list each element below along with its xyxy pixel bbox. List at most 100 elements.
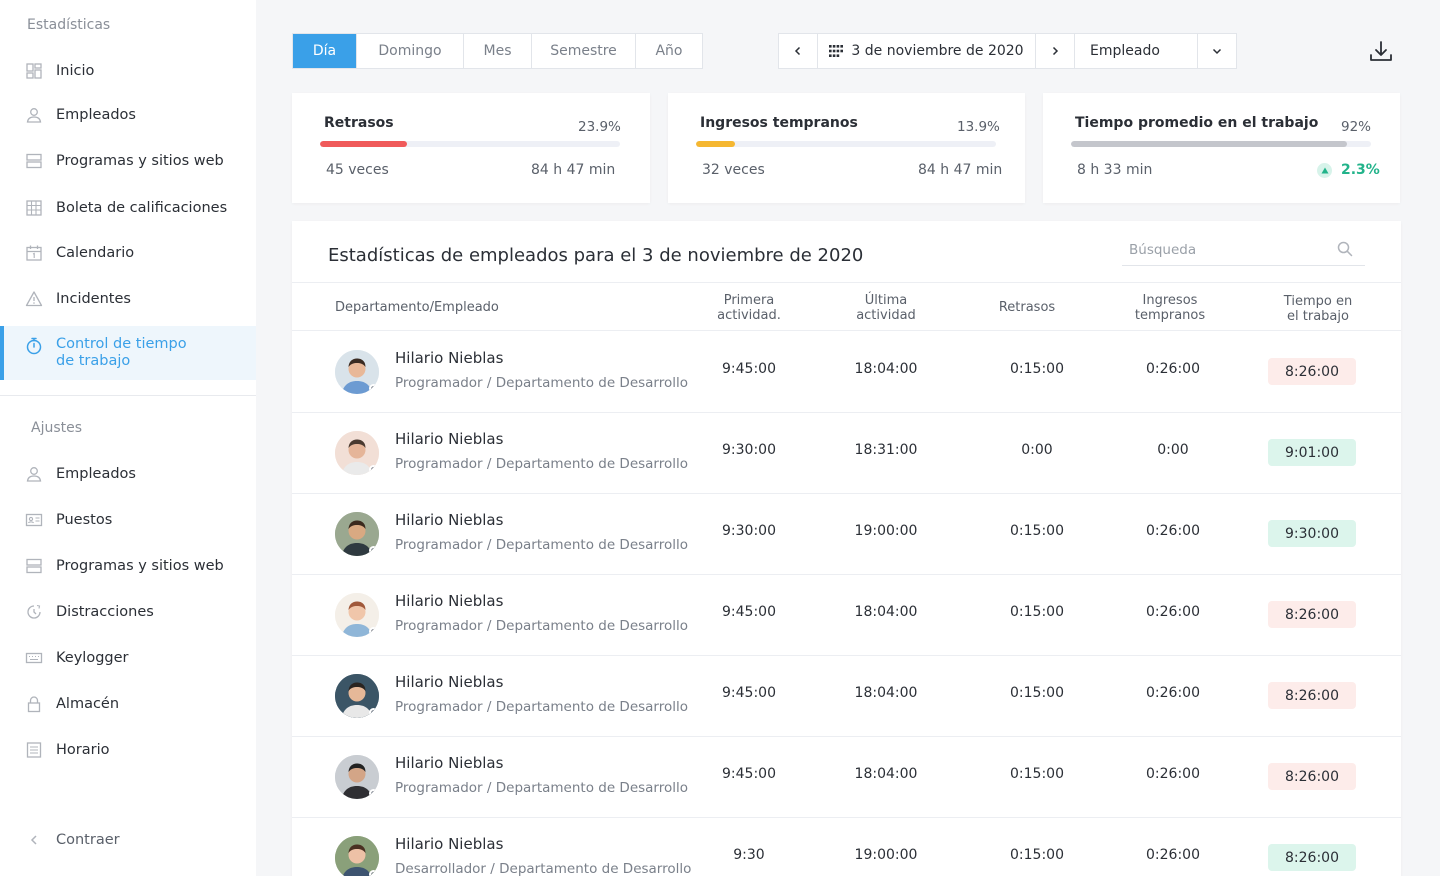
status-dot	[369, 627, 378, 636]
employee-stats-panel: Estadísticas de empleados para el 3 de n…	[292, 221, 1401, 876]
status-dot	[369, 789, 378, 798]
sidebar-item-programas-y-sitios-web[interactable]: Programas y sitios web	[0, 546, 256, 586]
sidebar-item-almacen[interactable]: Almacén	[0, 684, 256, 724]
first-activity: 9:30	[733, 847, 765, 863]
table-row[interactable]: Hilario Nieblas Programador / Departament…	[292, 332, 1401, 413]
column-header-ultima-actividad[interactable]: Última actividad	[856, 293, 916, 323]
early-time: 0:00	[1157, 442, 1189, 458]
table-row[interactable]: Hilario Nieblas Programador / Departament…	[292, 656, 1401, 737]
avatar[interactable]	[335, 674, 379, 718]
card-percent: 92%	[1341, 119, 1372, 135]
sidebar-item-label: Inicio	[56, 63, 95, 79]
sidebar-item-label: Programas y sitios web	[56, 558, 224, 574]
card-count: 45 veces	[326, 162, 389, 178]
stat-card-retrasos: Retrasos 23.9% 45 veces 84 h 47 min	[292, 93, 650, 203]
employee-select[interactable]: Empleado	[1075, 34, 1198, 68]
sidebar-item-label: Empleados	[56, 466, 136, 482]
tab-mes[interactable]: Mes	[464, 34, 532, 68]
tab-domingo[interactable]: Domingo	[357, 34, 464, 68]
clock-icon	[24, 602, 44, 622]
employee-dropdown-button[interactable]	[1198, 34, 1236, 68]
tab-dia[interactable]: Día	[293, 34, 357, 68]
late-time: 0:15:00	[1010, 766, 1064, 782]
tab-ano[interactable]: Año	[655, 43, 683, 59]
column-header-tiempo-en-el-trabajo[interactable]: Tiempo en el trabajo	[1283, 294, 1353, 324]
chevron-right-icon	[1052, 46, 1059, 56]
employee-name[interactable]: Hilario Nieblas	[395, 835, 504, 853]
sidebar-item-label: Almacén	[56, 696, 120, 712]
chevron-left-icon	[794, 46, 801, 56]
sidebar-item-incidentes[interactable]: Incidentes	[0, 279, 256, 319]
avatar[interactable]	[335, 350, 379, 394]
early-time: 0:26:00	[1146, 523, 1200, 539]
card-progress-fill	[1071, 141, 1347, 147]
column-header-departamento-empleado[interactable]: Departamento/Empleado	[335, 300, 499, 315]
sidebar-item-boleta-de-calificaciones[interactable]: Boleta de calificaciones	[0, 188, 256, 228]
tab-semestre[interactable]: Semestre	[532, 34, 636, 68]
avatar-image	[335, 350, 379, 394]
avatar[interactable]	[335, 512, 379, 556]
table-row[interactable]: Hilario Nieblas Programador / Departament…	[292, 575, 1401, 656]
settings-section-title: Ajustes	[31, 420, 83, 436]
time-at-work-badge: 8:26:00	[1268, 844, 1356, 871]
sidebar-item-puestos[interactable]: Puestos	[0, 500, 256, 540]
avatar[interactable]	[335, 431, 379, 475]
time-at-work-badge: 8:26:00	[1268, 682, 1356, 709]
table-row[interactable]: Hilario Nieblas Programador / Departament…	[292, 413, 1401, 494]
column-header-primera-actividad[interactable]: Primera actividad.	[717, 293, 781, 323]
sidebar-item-keylogger[interactable]: Keylogger	[0, 638, 256, 678]
avatar[interactable]	[335, 836, 379, 876]
download-button[interactable]	[1368, 40, 1394, 64]
sidebar-item-empleados[interactable]: Empleados	[0, 95, 256, 135]
warning-icon	[24, 289, 44, 309]
sidebar-item-programas-y-sitios-web[interactable]: Programas y sitios web	[0, 141, 256, 181]
card-duration: 84 h 47 min	[531, 162, 616, 178]
employee-name[interactable]: Hilario Nieblas	[395, 592, 504, 610]
employee-name[interactable]: Hilario Nieblas	[395, 754, 504, 772]
collapse-button[interactable]: Contraer	[0, 820, 256, 860]
sidebar-item-horario[interactable]: Horario	[0, 730, 256, 770]
search-input[interactable]	[1122, 237, 1322, 263]
date-display[interactable]: 3 de noviembre de 2020	[818, 34, 1036, 68]
date-navigator: 3 de noviembre de 2020 Empleado	[778, 33, 1237, 69]
status-dot	[369, 384, 378, 393]
employee-role: Programador / Departamento de Desarrollo	[395, 618, 689, 634]
sidebar-item-empleados[interactable]: Empleados	[0, 454, 256, 494]
time-at-work-badge: 9:30:00	[1268, 520, 1356, 547]
download-icon	[1370, 41, 1392, 61]
employee-role: Programador / Departamento de Desarrollo	[395, 456, 689, 472]
card-progress-track	[320, 141, 620, 147]
sidebar-item-inicio[interactable]: Inicio	[0, 51, 256, 91]
column-header-retrasos[interactable]: Retrasos	[998, 300, 1056, 315]
employee-name[interactable]: Hilario Nieblas	[395, 511, 504, 529]
avatar-image	[335, 836, 379, 876]
avatar[interactable]	[335, 593, 379, 637]
table-row[interactable]: Hilario Nieblas Programador / Departament…	[292, 737, 1401, 818]
late-time: 0:15:00	[1010, 685, 1064, 701]
sidebar-item-control-de-tiempo-de-trabajo[interactable]: Control de tiempo de trabajo	[0, 326, 256, 380]
search-box	[1122, 237, 1365, 266]
table-row[interactable]: Hilario Nieblas Desarrollador / Departame…	[292, 818, 1401, 876]
last-activity: 18:04:00	[854, 361, 918, 377]
employee-name[interactable]: Hilario Nieblas	[395, 430, 504, 448]
avatar[interactable]	[335, 755, 379, 799]
employee-name[interactable]: Hilario Nieblas	[395, 349, 504, 367]
time-at-work-badge: 9:01:00	[1268, 439, 1356, 466]
sidebar: Estadísticas Inicio Empleados Programas y …	[0, 0, 256, 876]
employee-role: Programador / Departamento de Desarrollo	[395, 537, 689, 553]
server-icon	[24, 556, 44, 576]
lock-icon	[24, 694, 44, 714]
next-date-button[interactable]	[1036, 34, 1075, 68]
table-row[interactable]: Hilario Nieblas Programador / Departament…	[292, 494, 1401, 575]
late-time: 0:15:00	[1010, 847, 1064, 863]
sidebar-item-distracciones[interactable]: Distracciones	[0, 592, 256, 632]
column-header-ingresos-tempranos[interactable]: Ingresos tempranos	[1134, 293, 1206, 323]
sidebar-item-calendario[interactable]: Calendario	[0, 233, 256, 273]
late-time: 0:00	[1021, 442, 1053, 458]
prev-date-button[interactable]	[779, 34, 818, 68]
calendar-dots-icon	[829, 45, 844, 57]
list-icon	[24, 740, 44, 760]
early-time: 0:26:00	[1146, 766, 1200, 782]
employee-name[interactable]: Hilario Nieblas	[395, 673, 504, 691]
first-activity: 9:45:00	[722, 685, 776, 701]
